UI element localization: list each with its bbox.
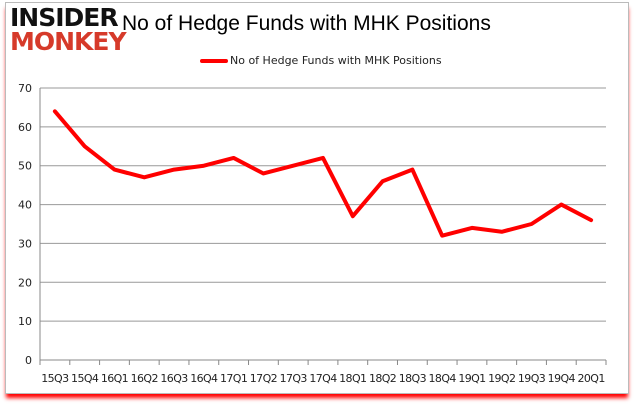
series-line [52,109,594,238]
logo-line2: MONKEY [10,27,127,56]
x-tick-label: 16Q4 [190,372,218,385]
x-tick-label: 17Q4 [309,372,337,385]
legend-label: No of Hedge Funds with MHK Positions [230,54,442,67]
x-tick-label: 17Q3 [280,372,308,385]
y-tick-label: 0 [25,354,32,367]
x-tick-label: 15Q4 [71,372,99,385]
x-tick-label: 18Q4 [429,372,457,385]
y-tick-label: 20 [18,276,32,289]
y-tick-label: 60 [18,121,32,134]
x-tick-label: 16Q1 [101,372,128,385]
x-tick-label: 18Q2 [369,372,396,385]
y-tick-label: 70 [18,82,32,95]
y-tick-label: 10 [18,315,32,328]
x-tick-label: 16Q2 [131,372,158,385]
x-tick-label: 19Q4 [548,372,576,385]
x-tick-label: 19Q1 [458,372,485,385]
x-tick-label: 17Q2 [250,372,277,385]
legend-swatch [200,58,228,63]
y-tick-label: 30 [18,237,32,250]
chart-frame [5,2,629,394]
x-tick-label: 19Q3 [518,372,546,385]
legend: No of Hedge Funds with MHK Positions [200,54,442,67]
x-tick-label: 17Q1 [220,372,247,385]
x-tick-label: 15Q3 [41,372,69,385]
y-tick-label: 50 [18,160,32,173]
logo-line1: INSIDER [10,3,119,32]
insider-monkey-logo: INSIDER MONKEY [10,3,127,56]
x-tick-label: 18Q3 [399,372,427,385]
x-tick-label: 20Q1 [577,372,604,385]
chart-title: No of Hedge Funds with MHK Positions [122,12,491,35]
y-tick-label: 40 [18,199,32,212]
x-tick-label: 18Q1 [339,372,366,385]
x-tick-label: 19Q2 [488,372,515,385]
x-tick-label: 16Q3 [160,372,188,385]
